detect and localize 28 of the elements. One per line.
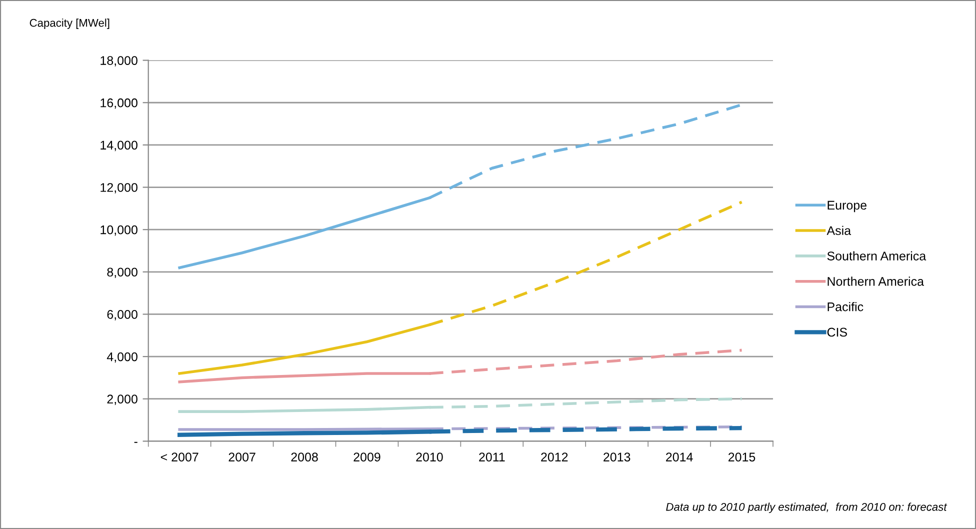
y-tick-label: 12,000 bbox=[100, 183, 138, 194]
y-tick-label: 2,000 bbox=[107, 394, 138, 405]
y-axis-title: Capacity [MWel] bbox=[30, 18, 110, 29]
y-tick-label: 4,000 bbox=[106, 352, 138, 363]
x-tick-label: 2014 bbox=[666, 452, 693, 462]
x-tick-label: 2008 bbox=[291, 452, 318, 462]
y-tick-label: 6,000 bbox=[107, 310, 138, 320]
y-tick-label: 8,000 bbox=[107, 268, 138, 278]
y-tick-label: 14,000 bbox=[100, 140, 138, 152]
y-tick-label: - bbox=[134, 442, 138, 443]
x-tick-label: 2007 bbox=[228, 452, 256, 462]
legend-label: CIS bbox=[827, 328, 847, 337]
y-tick-label: 10,000 bbox=[100, 225, 138, 236]
x-tick-label: 2009 bbox=[354, 452, 380, 462]
x-tick-label: 2010 bbox=[416, 452, 443, 462]
legend-label: Northern America bbox=[828, 276, 924, 286]
legend-label: Europe bbox=[828, 200, 866, 212]
legend-label: Pacific bbox=[828, 302, 864, 312]
x-tick-label: 2012 bbox=[541, 452, 568, 462]
y-tick-label: 18,000 bbox=[100, 56, 138, 66]
legend-label: Asia bbox=[826, 226, 852, 236]
legend-label: Southern America bbox=[827, 251, 926, 260]
x-tick-label: 2013 bbox=[604, 452, 630, 462]
x-tick-label: 2011 bbox=[479, 452, 505, 462]
x-tick-label: < 2007 bbox=[160, 452, 198, 462]
y-tick-label: 16,000 bbox=[100, 98, 138, 109]
text: Data up to 2010 partly estimated, from 2010 on: forecast bbox=[666, 502, 948, 514]
x-tick-label: 2015 bbox=[728, 452, 756, 462]
